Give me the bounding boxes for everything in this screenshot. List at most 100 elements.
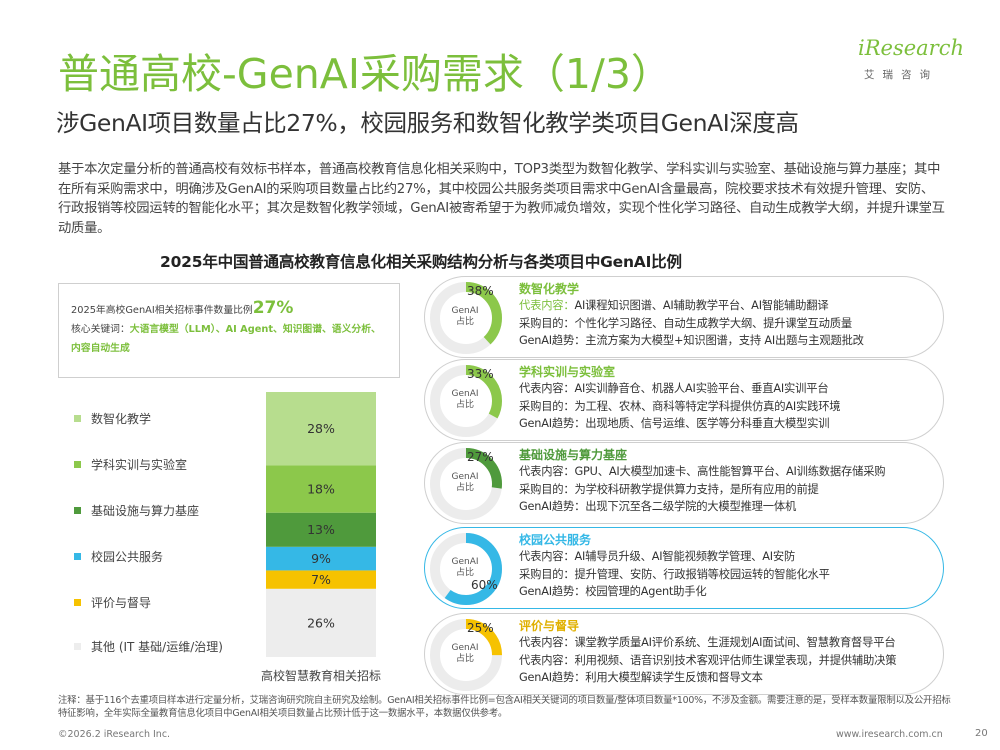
genai-donut [430,448,502,520]
card-line-key: 代表内容： [519,465,575,478]
legend-label: 数智化教学 [91,412,152,426]
genai-donut [430,365,502,437]
card-title: 学科实训与实验室 [519,365,616,379]
card-line-value: 个性化学习路径、自动生成教学大纲、提升课堂互动质量 [574,316,853,330]
page-subtitle: 涉GenAI项目数量占比27%，校园服务和数智化教学类项目GenAI深度高 [56,109,799,137]
category-card: GenAI 占比 27% 基础设施与算力基座 代表内容：GPU、AI大模型加速卡、高性能… [424,442,944,524]
legend-swatch [74,599,81,606]
summary-keywords: 核心关键词：大语言模型（LLM）、AI Agent、知识图谱、语义分析、内容自动… [71,320,387,358]
donut-percentage: 27% [467,450,494,464]
card-title: 数智化教学 [519,282,580,296]
card-line: 采购目的：为工程、农林、商科等特定学科提供仿真的AI实践环境 [519,398,939,416]
donut-center-label: GenAI 占比 [429,618,501,690]
iresearch-logo: iResearch 艾瑞咨询 [858,36,968,86]
card-line-key: 采购目的： [519,399,575,413]
website: www.iresearch.com.cn [836,729,943,740]
logo-text: iResearch [858,36,965,60]
card-line: 代表内容：AI辅导员升级、AI智能视频教学管理、AI安防 [519,548,939,566]
keywords-label: 核心关键词： [71,324,130,335]
card-title: 基础设施与算力基座 [519,448,628,462]
donut-percentage: 60% [471,578,498,592]
legend-label: 学科实训与实验室 [91,458,188,472]
summary-box: 2025年高校GenAI相关招标事件数量比例27% 核心关键词：大语言模型（LL… [58,283,400,378]
card-line: 代表内容：AI课程知识图谱、AI辅助教学平台、AI智能辅助翻译 [519,297,939,315]
genai-donut [430,282,502,354]
card-line: GenAI趋势：出现下沉至各二级学院的大模型推理一体机 [519,498,939,516]
legend-label: 其他 (IT 基础/运维/治理) [91,640,223,654]
card-line-key: GenAI趋势： [519,671,586,684]
legend-swatch [74,643,81,650]
keywords-values: 大语言模型（LLM）、AI Agent、知识图谱、语义分析、内容自动生成 [71,324,381,354]
legend-label: 基础设施与算力基座 [91,504,200,518]
donut-slice [430,365,502,437]
bar-segment [266,465,376,513]
card-title: 评价与督导 [519,619,580,633]
legend-swatch [74,507,81,514]
bar-segment [266,588,376,657]
donut-slice [430,619,502,691]
bar-segment [266,512,376,547]
card-line-key: 代表内容： [519,636,575,649]
donut-percentage: 38% [467,284,494,298]
page-number: 20 [975,728,988,739]
card-line-key: 代表内容： [519,653,575,667]
card-line-key: GenAI趋势： [519,417,586,430]
genai-donut [430,533,502,605]
bar-segment [266,392,376,466]
card-line: 代表内容：GPU、AI大模型加速卡、高性能智算平台、AI训练数据存储采购 [519,463,939,481]
category-card: GenAI 占比 38% 数智化教学 代表内容：AI课程知识图谱、AI辅助教学平台、AI… [424,276,944,358]
card-line-key: 采购目的： [519,567,575,581]
card-line: GenAI趋势：利用大模型解读学生反馈和督导文本 [519,669,939,687]
donut-center-label: GenAI 占比 [429,447,501,519]
bar-segment [266,570,376,589]
legend-item: 校园公共服务 [74,548,163,565]
card-line-value: 出现地质、信号运维、医学等分科垂直大模型实训 [585,417,830,430]
card-line: 采购目的：提升管理、安防、行政报销等校园运转的智能化水平 [519,566,939,584]
card-title: 校园公共服务 [519,533,592,547]
card-line: GenAI趋势：出现地质、信号运维、医学等分科垂直大模型实训 [519,415,939,433]
card-line-value: AI实训静音仓、机器人AI实验平台、垂直AI实训平台 [574,382,829,395]
card-text: 评价与督导 代表内容：课堂教学质量AI评价系统、生涯规划AI面试间、智慧教育督导平… [519,618,939,687]
donut-slice [430,282,502,354]
card-line-key: 代表内容： [519,550,575,563]
card-line-value: 利用视频、语音识别技术客观评估师生课堂表现，并提供辅助决策 [574,653,897,667]
legend-label: 校园公共服务 [91,550,164,564]
legend-swatch [74,461,81,468]
card-line-key: 代表内容： [519,382,575,395]
bar-segment-label: 26% [307,615,335,630]
donut-center-text: 占比 [455,400,474,410]
category-card: GenAI 占比 25% 评价与督导 代表内容：课堂教学质量AI评价系统、生涯规划AI面… [424,613,944,695]
legend-item: 评价与督导 [74,594,151,611]
card-line-key: GenAI趋势： [519,585,586,598]
card-line-value: 主流方案为大模型+知识图谱，支持 AI出题与主观题批改 [585,334,864,347]
legend-swatch [74,553,81,560]
footnote: 注释：基于116个去重项目样本进行定量分析，艾瑞咨询研究院自主研究及绘制。Gen… [58,695,951,719]
donut-slice [430,448,502,520]
card-line: 采购目的：个性化学习路径、自动生成教学大纲、提升课堂互动质量 [519,315,939,333]
bar-segment-label: 13% [307,522,335,537]
card-line: 代表内容：利用视频、语音识别技术客观评估师生课堂表现，并提供辅助决策 [519,652,939,670]
card-line-value: 利用大模型解读学生反馈和督导文本 [585,671,763,684]
donut-center-label: GenAI 占比 [429,532,501,604]
card-line-key: GenAI趋势： [519,334,586,347]
bar-segment [266,546,376,571]
summary-label: 2025年高校GenAI相关招标事件数量比例 [71,305,253,316]
card-line-value: 提升管理、安防、行政报销等校园运转的智能化水平 [574,567,830,581]
legend-item: 数智化教学 [74,410,151,427]
logo-subtext: 艾瑞咨询 [864,69,938,81]
donut-center-text: GenAI [451,557,479,567]
donut-center-text: GenAI [451,306,479,316]
card-line-value: 为学校科研教学提供算力支持，是所有应用的前提 [574,482,819,496]
legend-label: 评价与督导 [91,596,152,610]
bar-segment-label: 18% [307,482,335,497]
category-card: GenAI 占比 60% 校园公共服务 代表内容：AI辅导员升级、AI智能视频教学管理、… [424,527,944,609]
card-line: GenAI趋势：主流方案为大模型+知识图谱，支持 AI出题与主观题批改 [519,332,939,350]
donut-center-text: GenAI [451,472,479,482]
card-text: 校园公共服务 代表内容：AI辅导员升级、AI智能视频教学管理、AI安防 采购目的：提… [519,532,939,601]
summary-percentage: 27% [252,298,294,318]
genai-donut [430,619,502,691]
card-line-value: AI辅导员升级、AI智能视频教学管理、AI安防 [574,550,796,563]
donut-slice [430,533,502,605]
bar-x-label: 高校智慧教育相关招标 [261,668,381,683]
chart-title: 2025年中国普通高校教育信息化相关采购结构分析与各类项目中GenAI比例 [160,253,682,271]
